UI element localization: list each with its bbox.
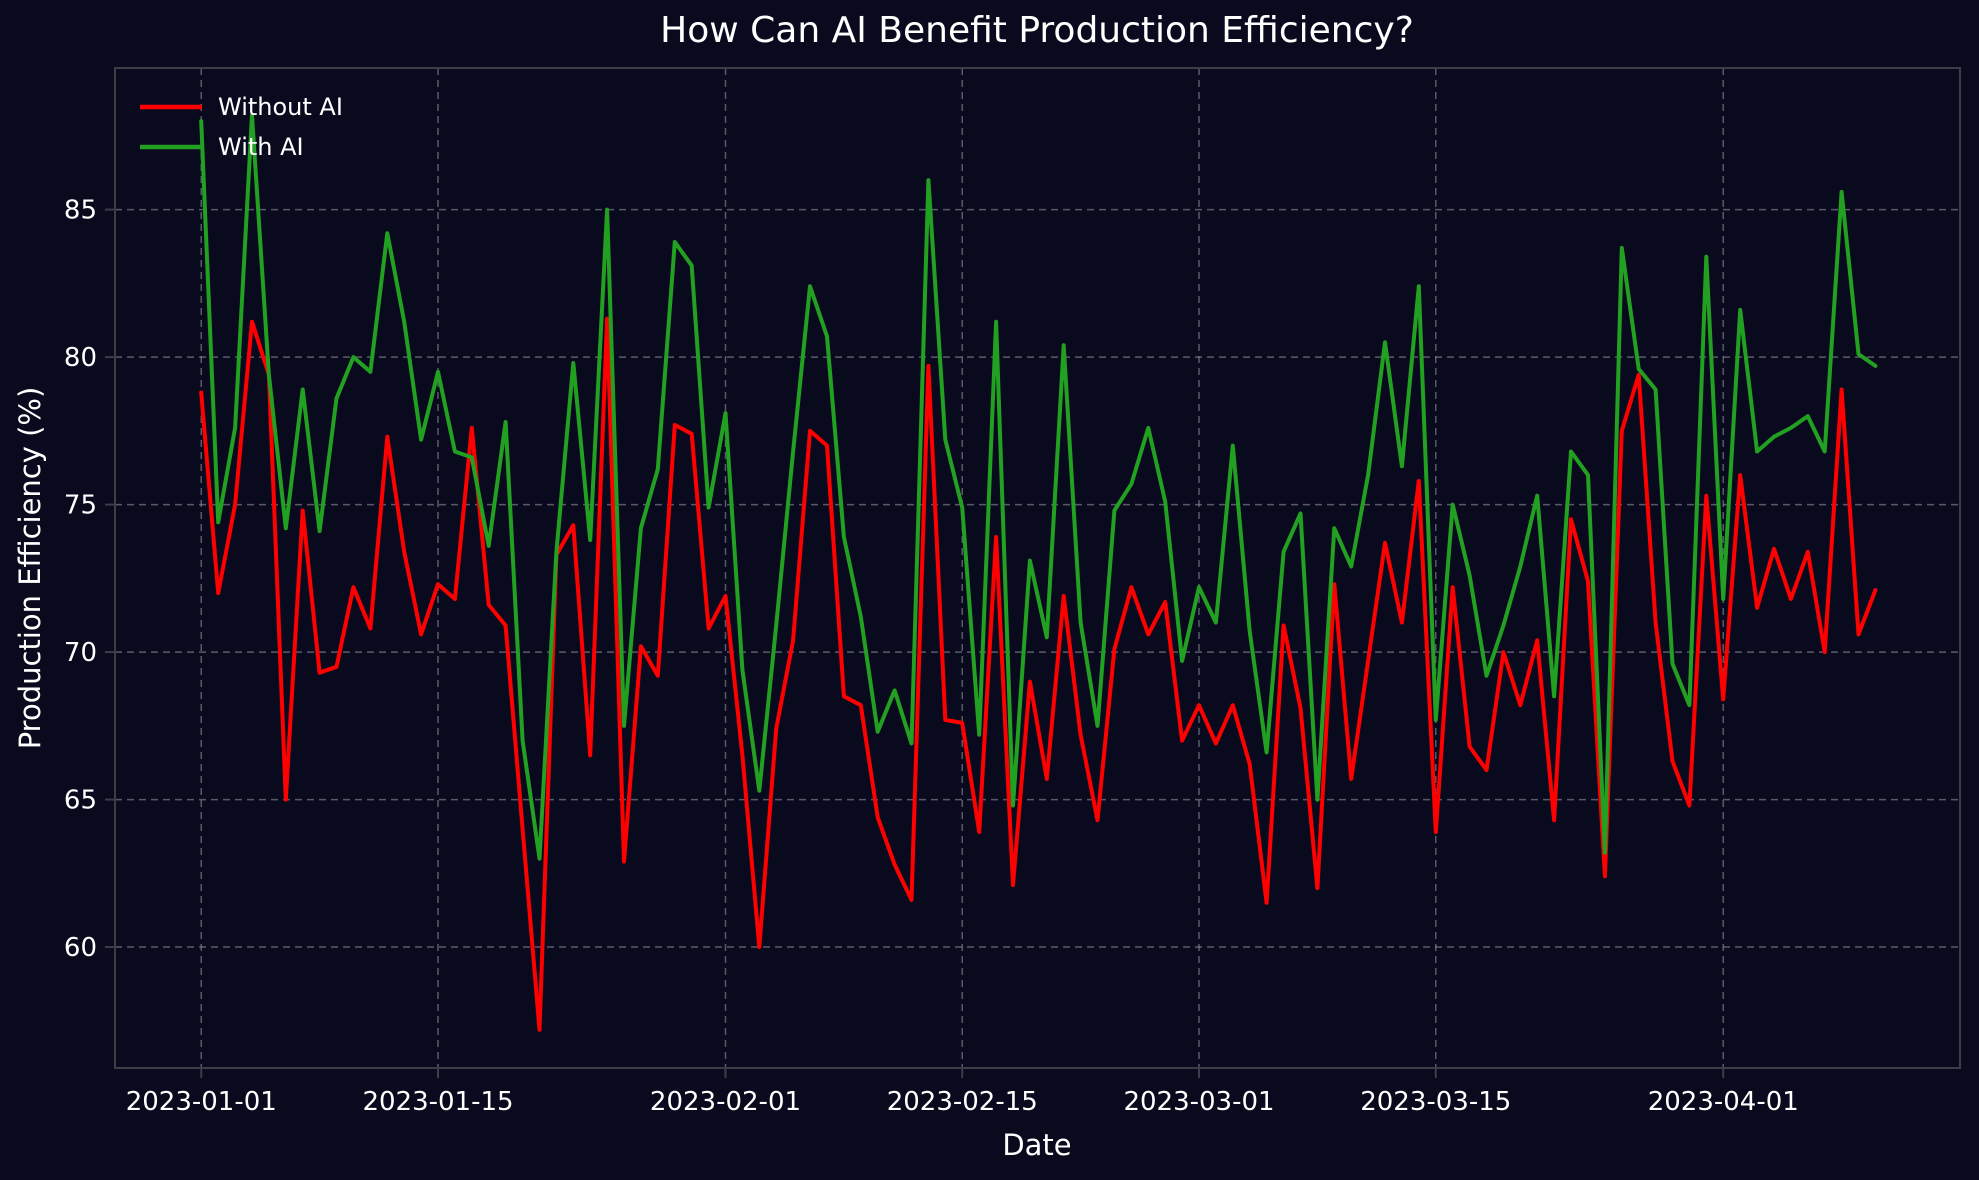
x-tick-label: 2023-03-15 bbox=[1360, 1087, 1511, 1117]
y-tick-label: 65 bbox=[64, 786, 97, 816]
legend-label-without-ai: Without AI bbox=[218, 93, 343, 121]
series-layer bbox=[199, 113, 1878, 1032]
y-tick-label: 85 bbox=[64, 196, 97, 226]
y-tick-label: 80 bbox=[64, 343, 97, 373]
legend-label-with-ai: With AI bbox=[218, 133, 304, 161]
grid-layer bbox=[105, 68, 1960, 1078]
x-tick-label: 2023-03-01 bbox=[1123, 1087, 1274, 1117]
tick-label-layer: 60 65 70 75 80 85 2023-01-01 2023-01-15 2023-02-… bbox=[64, 196, 1799, 1117]
x-tick-label: 2023-02-15 bbox=[887, 1087, 1038, 1117]
x-tick-label: 2023-04-01 bbox=[1648, 1087, 1799, 1117]
y-tick-label: 75 bbox=[64, 491, 97, 521]
y-axis-label: Production Efficiency (%) bbox=[13, 387, 47, 750]
legend-item-with-ai: With AI bbox=[140, 133, 304, 161]
series-line-without-ai bbox=[199, 316, 1878, 1032]
chart-title: How Can AI Benefit Production Efficiency… bbox=[660, 10, 1414, 51]
x-axis-label: Date bbox=[1002, 1128, 1071, 1162]
legend-item-without-ai: Without AI bbox=[140, 93, 343, 121]
x-tick-label: 2023-02-01 bbox=[650, 1087, 801, 1117]
series-line-with-ai bbox=[199, 113, 1878, 861]
x-tick-label: 2023-01-01 bbox=[126, 1087, 277, 1117]
y-tick-label: 70 bbox=[64, 638, 97, 668]
legend: Without AI With AI bbox=[140, 93, 343, 161]
y-tick-label: 60 bbox=[64, 933, 97, 963]
x-tick-label: 2023-01-15 bbox=[362, 1087, 513, 1117]
plot-border bbox=[114, 67, 1961, 1069]
